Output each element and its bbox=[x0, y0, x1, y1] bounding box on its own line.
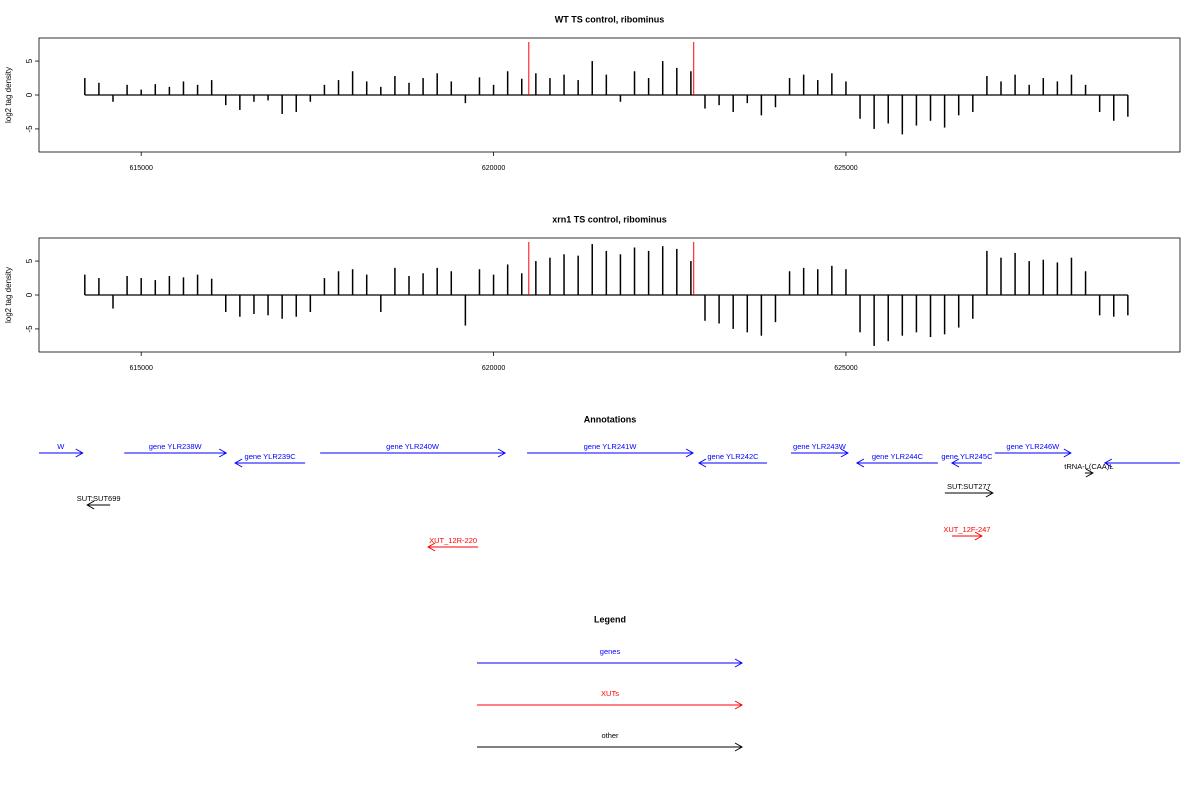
legend-label: genes bbox=[600, 647, 621, 656]
feature-label: gene YLR243W bbox=[793, 442, 847, 451]
y-tick-label: 5 bbox=[25, 58, 34, 63]
feature-arrow-head bbox=[985, 488, 994, 498]
feature-label: gene YLR246W bbox=[1006, 442, 1060, 451]
feature-arrow-head bbox=[1063, 448, 1072, 458]
feature-label: XUT_12F-247 bbox=[943, 525, 990, 534]
feature-arrow-head bbox=[1085, 468, 1094, 478]
feature-label: XUT_12R-220 bbox=[429, 536, 477, 545]
feature-label: gene YLR239C bbox=[245, 452, 297, 461]
feature-label: gene YLR245C bbox=[941, 452, 993, 461]
feature-label: SUT:SUT699 bbox=[77, 494, 121, 503]
y-tick-label: 5 bbox=[25, 258, 34, 263]
x-tick-label: 625000 bbox=[834, 365, 857, 372]
chart-title: xrn1 TS control, ribominus bbox=[552, 214, 667, 224]
legend-arrow-head bbox=[734, 658, 744, 668]
x-tick-label: 620000 bbox=[482, 365, 505, 372]
feature-label: gene YLR240W bbox=[386, 442, 440, 451]
y-axis-label: log2 tag density bbox=[4, 267, 13, 323]
feature-label: W bbox=[57, 442, 65, 451]
feature-arrow-head bbox=[974, 531, 983, 541]
feature-arrow-head bbox=[855, 458, 865, 468]
y-tick-label: 0 bbox=[25, 92, 34, 97]
feature-arrow-head bbox=[697, 458, 707, 468]
feature-label: tRNA-L(CAA)L bbox=[1064, 462, 1113, 471]
y-tick-label: -5 bbox=[25, 125, 34, 133]
legend-label: other bbox=[601, 731, 619, 740]
legend-title: Legend bbox=[594, 614, 626, 624]
y-tick-label: -5 bbox=[25, 325, 34, 333]
feature-arrow-head bbox=[218, 448, 228, 458]
y-axis-label: log2 tag density bbox=[4, 67, 13, 123]
feature-arrow-head bbox=[685, 448, 695, 458]
legend-label: XUTs bbox=[601, 689, 619, 698]
x-tick-label: 625000 bbox=[834, 165, 857, 172]
x-tick-label: 615000 bbox=[130, 165, 153, 172]
feature-label: gene YLR238W bbox=[149, 442, 203, 451]
feature-arrow-head bbox=[1103, 458, 1113, 468]
feature-arrow-head bbox=[427, 542, 436, 552]
feature-label: gene YLR241W bbox=[584, 442, 638, 451]
x-tick-label: 615000 bbox=[130, 365, 153, 372]
legend-arrow-head bbox=[734, 700, 744, 710]
feature-arrow-head bbox=[234, 458, 243, 468]
feature-label: gene YLR244C bbox=[872, 452, 924, 461]
feature-label: SUT:SUT277 bbox=[947, 482, 991, 491]
feature-arrow-head bbox=[497, 448, 507, 458]
feature-arrow-head bbox=[75, 448, 84, 458]
chart-title: WT TS control, ribominus bbox=[555, 14, 665, 24]
legend-arrow-head bbox=[734, 742, 744, 752]
x-tick-label: 620000 bbox=[482, 165, 505, 172]
feature-label: gene YLR242C bbox=[707, 452, 759, 461]
y-tick-label: 0 bbox=[25, 292, 34, 297]
feature-arrow-head bbox=[86, 500, 95, 510]
feature-arrow-head bbox=[950, 458, 960, 468]
annotations-title: Annotations bbox=[584, 414, 637, 424]
feature-arrow-head bbox=[840, 448, 849, 458]
